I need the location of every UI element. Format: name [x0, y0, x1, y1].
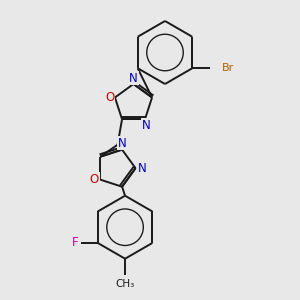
Text: N: N	[129, 71, 138, 85]
Text: F: F	[72, 236, 79, 250]
Text: N: N	[138, 162, 146, 175]
Text: O: O	[105, 91, 114, 104]
Text: Br: Br	[222, 63, 234, 73]
Text: N: N	[118, 136, 126, 149]
Text: O: O	[90, 173, 99, 186]
Text: CH₃: CH₃	[116, 279, 135, 289]
Text: N: N	[142, 119, 151, 132]
